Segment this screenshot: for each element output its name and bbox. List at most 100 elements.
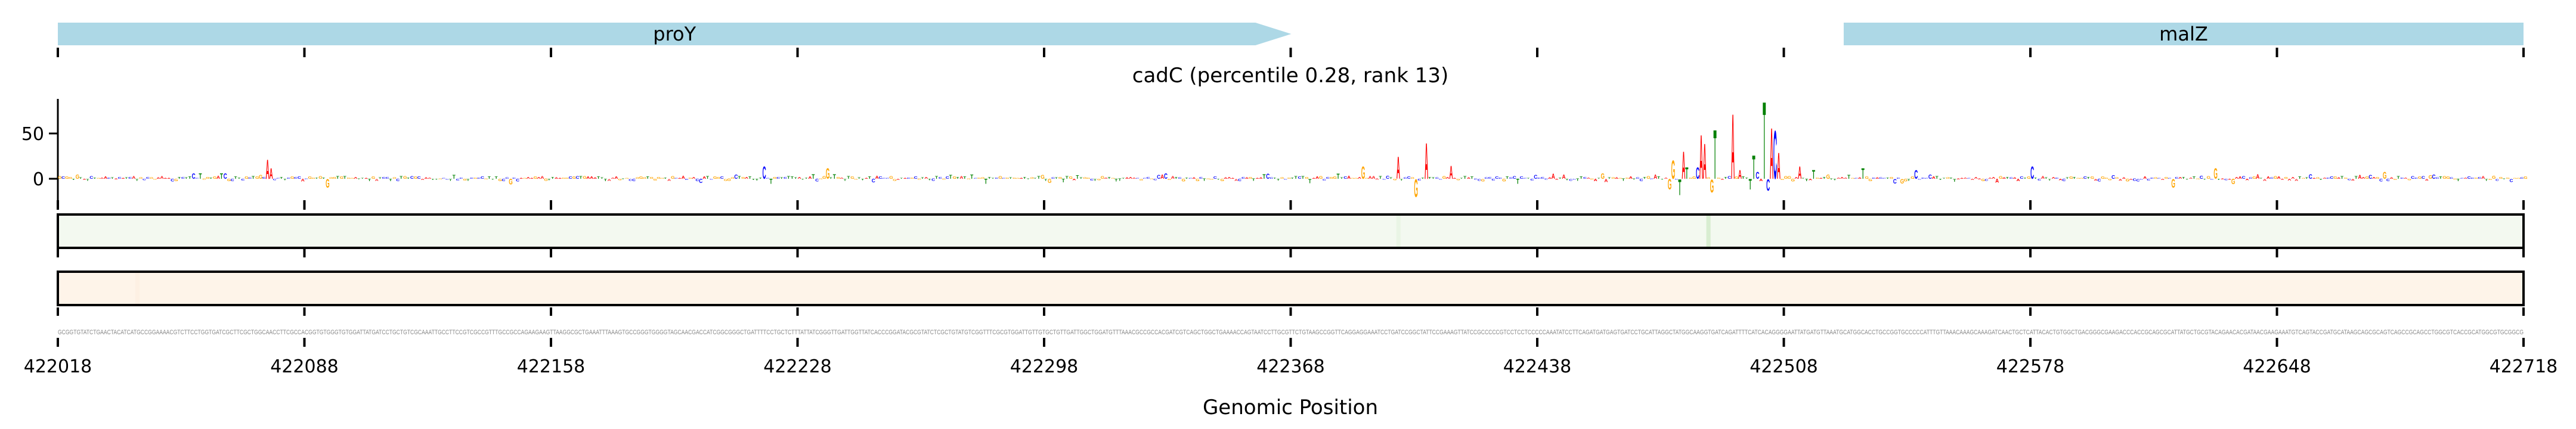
logo-letter-T: T [812,173,815,181]
logo-letter-G: G [1365,178,1369,179]
logo-letter-T: T [1432,177,1435,179]
x-tick-label: 422158 [517,356,586,377]
logo-letter-A: A [270,165,273,182]
x-tick-label: 422718 [2490,356,2558,377]
logo-letter-T: T [389,178,392,182]
logo-letter-A: A [808,176,812,179]
logo-letter-A: A [1956,179,1961,180]
logo-letter-A: A [611,178,615,179]
logo-letter-T: T [237,178,240,179]
logo-letter-A: A [1562,173,1566,180]
logo-letter-C: C [481,176,484,179]
logo-letter-G: G [727,179,732,182]
logo-letter-A: A [1699,122,1703,192]
logo-letter-G: G [2492,175,2496,180]
logo-letter-C: C [2471,178,2475,179]
logo-letter-T: T [1714,115,1717,194]
logo-letter-C: C [241,179,244,181]
logo-letter-T: T [2185,179,2188,180]
logo-letter-A: A [2189,178,2193,179]
track-cell [1396,214,1401,248]
logo-letter-C: C [1498,178,1503,179]
logo-letter-A: A [2404,178,2408,179]
logo-letter-G: G [1735,176,1739,179]
logo-letter-C: C [61,176,65,179]
logo-letter-A: A [1312,178,1316,179]
logo-letter-C: C [674,178,679,179]
logo-letter-C: C [2520,177,2524,179]
logo-letter-T: T [495,176,499,179]
logo-letter-C: C [2510,178,2513,183]
track-frame [57,271,2525,306]
x-tick-label: 422578 [1996,356,2065,377]
logo-letter-G: G [822,175,826,180]
logo-letter-G: G [636,177,640,179]
gene-proY[interactable] [58,23,1292,45]
logo-letter-T: T [900,178,903,179]
logo-letter-A: A [1875,177,1880,179]
logo-letter-A: A [1020,178,1024,179]
logo-letter-T: T [787,175,791,179]
logo-letter-G: G [1781,179,1785,181]
logo-letter-A: A [1770,113,1773,195]
logo-letter-A: A [745,177,748,179]
logo-letter-G: G [2027,176,2031,179]
logo-letter-T: T [1936,175,1939,180]
logo-letter-G: G [2171,177,2175,191]
logo-letter-T: T [1379,175,1382,180]
logo-letter-C: C [1524,178,1528,179]
logo-letter-A: A [2291,177,2295,180]
logo-letter-C: C [1854,178,1859,179]
logo-letter-T: T [368,179,371,182]
logo-letter-C: C [2242,175,2246,180]
logo-letter-G: G [1717,178,1721,179]
logo-letter-T: T [1805,178,1809,182]
logo-letter-G: G [1069,176,1073,179]
logo-letter-T: T [315,178,318,179]
logo-letter-G: G [326,177,330,191]
logo-letter-A: A [2013,177,2017,179]
logo-letter-C: C [118,177,122,180]
logo-letter-T: T [1062,178,1065,184]
logo-letter-A: A [1798,163,1801,183]
logo-letter-C: C [2136,178,2140,182]
logo-letter-T: T [804,178,807,179]
logo-letter-A: A [540,175,544,180]
logo-letter-G: G [1016,178,1020,179]
logo-letter-G: G [893,179,897,182]
logo-letter-G: G [689,178,693,179]
logo-letter-G: G [1333,176,1337,179]
logo-letter-T: T [2439,175,2442,179]
logo-letter-G: G [1101,175,1105,179]
logo-letter-C: C [1967,178,1971,179]
logo-letter-G: G [2252,176,2256,179]
logo-letter-A: A [1837,178,1841,179]
logo-letter-T: T [220,172,223,181]
logo-letter-A: A [375,179,379,182]
logo-letter-G: G [1361,163,1366,183]
logo-letter-G: G [583,175,587,180]
logo-letter-C: C [248,177,252,179]
logo-letter-G: G [1410,178,1414,179]
logo-letter-G: G [2080,178,2084,179]
logo-letter-G: G [2383,170,2387,181]
logo-letter-T: T [1829,179,1832,181]
logo-letter-T: T [1516,178,1520,186]
gene-label: malZ [2159,23,2208,45]
logo-letter-T: T [1037,175,1041,180]
logo-letter-C: C [569,176,572,179]
logo-letter-A: A [364,178,369,179]
logo-letter-G: G [340,176,344,179]
logo-letter-A: A [1932,175,1936,179]
logo-letter-G: G [534,176,538,179]
logo-letter-C: C [2249,177,2252,179]
logo-letter-G: G [981,177,985,179]
logo-letter-G: G [371,175,376,179]
gene-malZ[interactable] [1843,23,2524,45]
logo-letter-A: A [2312,178,2317,179]
logo-letter-A: A [2228,179,2232,180]
logo-letter-T: T [1203,179,1206,182]
logo-letter-G: G [572,176,577,179]
logo-letter-G: G [1826,173,1831,180]
logo-letter-T: T [1400,179,1403,181]
